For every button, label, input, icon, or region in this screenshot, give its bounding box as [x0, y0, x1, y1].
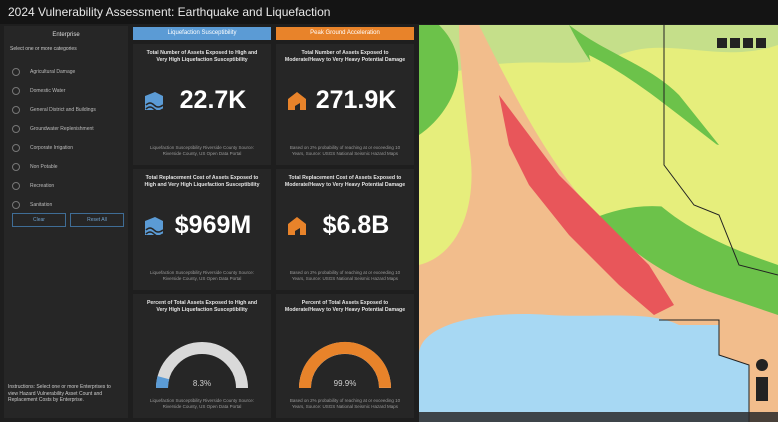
card-title: Total Number of Assets Exposed to Modera… — [284, 50, 406, 64]
kpi-value: $6.8B — [276, 211, 414, 240]
gauge-card: Percent of Total Assets Exposed to High … — [133, 294, 271, 418]
category-option[interactable]: Domestic Water — [12, 87, 65, 95]
card-source: Liquefaction Susceptibility Riverside Co… — [143, 270, 261, 282]
card-source: Based on 2% probability of reaching at o… — [286, 398, 404, 410]
category-option[interactable]: Sanitation — [12, 201, 52, 209]
instructions: Instructions: Select one or more Enterpr… — [8, 384, 122, 404]
option-label: Non Potable — [30, 164, 58, 170]
option-label: Domestic Water — [30, 88, 65, 94]
radio — [12, 125, 20, 133]
radio — [12, 87, 20, 95]
category-option[interactable]: Agricultural Damage — [12, 68, 75, 76]
gauge-label: 99.9% — [334, 379, 357, 388]
page-title: 2024 Vulnerability Assessment: Earthquak… — [8, 5, 330, 19]
radio — [12, 144, 20, 152]
kpi-card: Total Number of Assets Exposed to High a… — [133, 44, 271, 165]
card-source: Based on 2% probability of reaching at o… — [286, 270, 404, 282]
option-label: Corporate Irrigation — [30, 145, 73, 151]
kpi-card: Total Replacement Cost of Assets Exposed… — [276, 169, 414, 290]
kpi-card: Total Replacement Cost of Assets Exposed… — [133, 169, 271, 290]
category-option[interactable]: Recreation — [12, 182, 54, 190]
column-header: Peak Ground Acceleration — [276, 27, 414, 40]
category-option[interactable]: Groundwater Replenishment — [12, 125, 94, 133]
category-option[interactable]: General District and Buildings — [12, 106, 96, 114]
radio — [12, 182, 20, 190]
column-header: Liquefaction Susceptibility — [133, 27, 271, 40]
gauge-label: 8.3% — [193, 379, 211, 388]
radio — [12, 163, 20, 171]
card-title: Total Replacement Cost of Assets Exposed… — [284, 175, 406, 189]
map[interactable] — [419, 25, 778, 422]
kpi-value: 271.9K — [276, 86, 414, 115]
option-label: Sanitation — [30, 202, 52, 208]
card-source: Based on 2% probability of reaching at o… — [286, 145, 404, 157]
category-option[interactable]: Corporate Irrigation — [12, 144, 73, 152]
kpi-value: $969M — [133, 211, 271, 240]
kpi-value: 22.7K — [133, 86, 271, 115]
radio — [12, 68, 20, 76]
card-source: Liquefaction Susceptibility Riverside Co… — [143, 145, 261, 157]
button[interactable]: Reset All — [70, 213, 124, 227]
card-title: Total Replacement Cost of Assets Exposed… — [141, 175, 263, 189]
option-label: Groundwater Replenishment — [30, 126, 94, 132]
kpi-card: Total Number of Assets Exposed to Modera… — [276, 44, 414, 165]
radio — [12, 106, 20, 114]
card-title: Total Number of Assets Exposed to High a… — [141, 50, 263, 64]
radio — [12, 201, 20, 209]
card-source: Liquefaction Susceptibility Riverside Co… — [143, 398, 261, 410]
sidebar: Enterprise Select one or more categories A… — [4, 26, 128, 418]
option-label: General District and Buildings — [30, 107, 96, 113]
gauge-value — [162, 378, 163, 388]
button[interactable]: Clear — [12, 213, 66, 227]
dashboard: 2024 Vulnerability Assessment: Earthquak… — [0, 0, 778, 422]
category-option[interactable]: Non Potable — [12, 163, 58, 171]
option-label: Agricultural Damage — [30, 69, 75, 75]
option-label: Recreation — [30, 183, 54, 189]
title-bar: 2024 Vulnerability Assessment: Earthquak… — [0, 0, 778, 24]
gauge-card: Percent of Total Assets Exposed to Moder… — [276, 294, 414, 418]
sidebar-prompt: Select one or more categories — [10, 46, 77, 52]
sidebar-heading: Enterprise — [4, 32, 128, 38]
